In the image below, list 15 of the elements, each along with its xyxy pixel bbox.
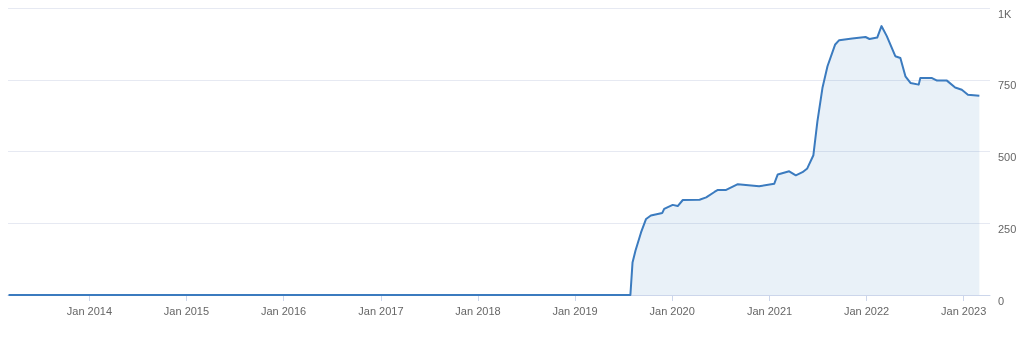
- x-tick-label: Jan 2022: [843, 304, 890, 317]
- y-tick-label: 250: [998, 222, 1017, 235]
- x-tick-label: Jan 2021: [746, 304, 793, 317]
- y-tick-label: 0: [998, 294, 1005, 307]
- x-tick-label: Jan 2018: [455, 304, 501, 317]
- y-tick-label: 1K: [998, 7, 1013, 20]
- y-tick-label: 500: [998, 151, 1017, 163]
- x-tick-label: Jan 2020: [649, 304, 695, 317]
- y-tick-label: 750: [998, 79, 1017, 92]
- x-tick-label: Jan 2015: [163, 304, 210, 317]
- x-tick-label: Jan 2016: [260, 304, 307, 317]
- x-tick-label: Jan 2019: [552, 304, 598, 317]
- x-tick-label: Jan 2017: [358, 304, 404, 317]
- x-tick-label: Jan 2014: [66, 304, 113, 317]
- x-tick-label: Jan 2023: [941, 304, 987, 317]
